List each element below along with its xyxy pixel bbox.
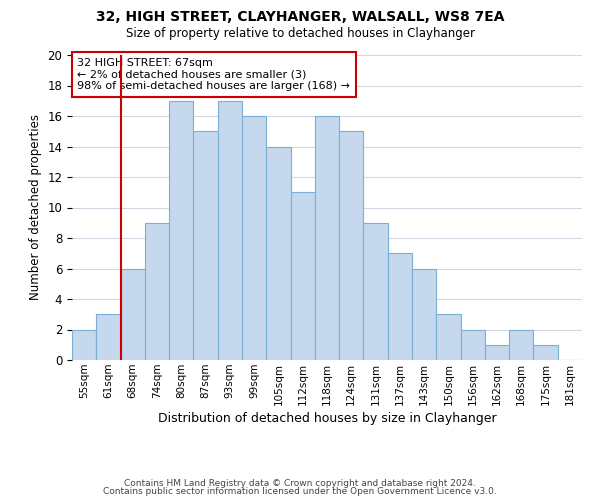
Text: Contains HM Land Registry data © Crown copyright and database right 2024.: Contains HM Land Registry data © Crown c… bbox=[124, 478, 476, 488]
Bar bbox=[169, 101, 193, 360]
Bar bbox=[533, 345, 558, 360]
Bar bbox=[339, 131, 364, 360]
Bar bbox=[436, 314, 461, 360]
Text: 32 HIGH STREET: 67sqm
← 2% of detached houses are smaller (3)
98% of semi-detach: 32 HIGH STREET: 67sqm ← 2% of detached h… bbox=[77, 58, 350, 91]
Bar bbox=[242, 116, 266, 360]
Bar bbox=[266, 146, 290, 360]
Y-axis label: Number of detached properties: Number of detached properties bbox=[29, 114, 42, 300]
Bar bbox=[485, 345, 509, 360]
Bar bbox=[96, 314, 121, 360]
Bar bbox=[121, 268, 145, 360]
Bar bbox=[315, 116, 339, 360]
Bar bbox=[290, 192, 315, 360]
Bar bbox=[388, 253, 412, 360]
Bar bbox=[72, 330, 96, 360]
Bar bbox=[364, 223, 388, 360]
Bar bbox=[218, 101, 242, 360]
Bar bbox=[145, 223, 169, 360]
Bar bbox=[509, 330, 533, 360]
Text: Contains public sector information licensed under the Open Government Licence v3: Contains public sector information licen… bbox=[103, 487, 497, 496]
Bar bbox=[412, 268, 436, 360]
Bar bbox=[193, 131, 218, 360]
Text: 32, HIGH STREET, CLAYHANGER, WALSALL, WS8 7EA: 32, HIGH STREET, CLAYHANGER, WALSALL, WS… bbox=[96, 10, 504, 24]
Text: Size of property relative to detached houses in Clayhanger: Size of property relative to detached ho… bbox=[125, 28, 475, 40]
X-axis label: Distribution of detached houses by size in Clayhanger: Distribution of detached houses by size … bbox=[158, 412, 496, 425]
Bar bbox=[461, 330, 485, 360]
